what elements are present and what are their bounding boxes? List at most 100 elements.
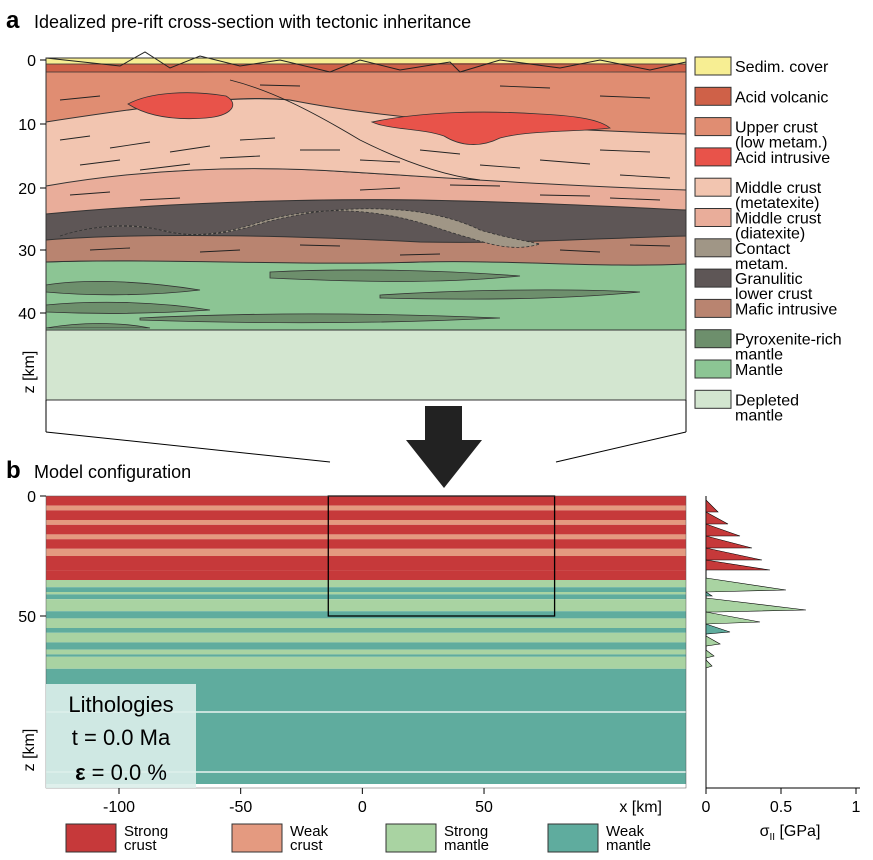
panel-b-x-tick: 50 [475, 799, 493, 816]
model-layer-strong-mantle [46, 632, 686, 643]
model-layer-weak-mantle [46, 654, 686, 657]
model-layer-weak-crust [46, 534, 686, 540]
panel-a-cross-section [45, 51, 687, 401]
panel-b-letter: b [6, 457, 21, 484]
legend-a-item: Mantle [694, 359, 783, 379]
panel-b-y-tick: 0 [27, 489, 36, 506]
stress-profile [705, 499, 807, 669]
legend-a-item: Acid intrusive [694, 147, 830, 167]
panel-a-y-tick: 30 [18, 243, 36, 260]
down-arrow-icon [406, 406, 482, 488]
legend-b-label: Weak [606, 823, 645, 840]
legend-a-label: Mantle [735, 362, 783, 379]
model-layer-strong-mantle [46, 599, 686, 612]
panel-a-y-axis: 0 10 20 30 40 z [km] [18, 53, 46, 393]
model-layer-strong-crust [46, 510, 686, 520]
legend-a-label: mantle [735, 347, 783, 364]
legend-a-swatch [694, 117, 732, 137]
legend-a-swatch [694, 177, 732, 197]
model-layer-weak-crust [46, 548, 686, 556]
legend-a-item: Sedim. cover [694, 56, 829, 76]
model-layer-strong-crust [46, 556, 686, 571]
legend-a-swatch [694, 329, 732, 349]
panel-a-legend: Sedim. cover Acid volcanic Upper crust(low… [694, 56, 842, 424]
legend-a-swatch [694, 298, 732, 318]
sigma-subscript: II [769, 832, 775, 843]
legend-b-label: mantle [444, 837, 489, 854]
model-layer-weak-crust [46, 505, 686, 511]
panel-b: b Model configuration Lithologies t = 0.… [6, 457, 861, 854]
legend-a-swatch [694, 359, 732, 379]
model-layer-strong-crust [46, 539, 686, 549]
legend-a-label: Middle crust [735, 211, 822, 228]
legend-a-label: Pyroxenite-rich [735, 332, 842, 349]
legend-a-swatch [694, 147, 732, 167]
model-layer-weak-mantle [46, 628, 686, 633]
sigma-symbol: σ [760, 823, 770, 840]
panel-b-y-tick: 50 [18, 609, 36, 626]
panel-b-y-axis-label: z [km] [21, 729, 38, 772]
legend-b-label: Weak [290, 823, 329, 840]
legend-a-swatch [694, 56, 732, 76]
legend-a-item: Mafic intrusive [694, 298, 837, 318]
legend-b-label: mantle [606, 837, 651, 854]
panel-b-title: Model configuration [34, 462, 191, 482]
info-strain: ε = 0.0 % [75, 760, 167, 785]
epsilon-symbol: ε [75, 760, 86, 785]
legend-a-label: Acid volcanic [735, 89, 828, 106]
model-layer-weak-mantle [46, 594, 686, 600]
panel-a-y-tick: 0 [27, 53, 36, 70]
legend-a-swatch [694, 208, 732, 227]
panel-b-x-tick: -100 [103, 799, 135, 816]
legend-a-label: Upper crust [735, 120, 818, 137]
info-lithologies: Lithologies [68, 692, 173, 717]
zoom-connector [45, 400, 687, 488]
legend-b-swatch [65, 823, 117, 853]
info-box: Lithologies t = 0.0 Ma ε = 0.0 % [46, 684, 196, 788]
model-layer-strong-crust [46, 570, 686, 580]
legend-a-label: mantle [735, 407, 783, 424]
strain-value: = 0.0 % [86, 760, 167, 785]
stress-unit: [GPa] [775, 823, 820, 840]
panel-a-y-tick: 40 [18, 306, 36, 323]
legend-a-item: Middle crust(diatexite) [694, 208, 822, 243]
model-layer-strong-mantle [46, 618, 686, 628]
legend-a-label: lower crust [735, 286, 813, 303]
legend-a-swatch [694, 268, 732, 288]
legend-a-swatch [694, 86, 732, 106]
legend-a-swatch [694, 389, 732, 409]
panel-a-y-tick: 20 [18, 181, 36, 198]
stress-panel: 0 0.5 1 σII [GPa] [702, 496, 861, 843]
panel-b-x-tick: -50 [229, 799, 252, 816]
legend-a-label: (metatexite) [735, 195, 819, 212]
panel-a-y-tick: 10 [18, 117, 36, 134]
model-layer-strong-crust [46, 524, 686, 535]
legend-b-label: crust [290, 837, 323, 854]
model-layer-weak-mantle [46, 611, 686, 619]
stress-x-tick: 0 [702, 799, 711, 816]
legend-b-swatch [385, 823, 437, 853]
model-layer-weak-mantle [46, 587, 686, 592]
model-layer-strong-mantle [46, 649, 686, 655]
legend-a-label: Depleted [735, 392, 799, 409]
legend-a-item: Upper crust(low metam.) [694, 117, 827, 152]
info-time: t = 0.0 Ma [72, 725, 171, 750]
model-layer-weak-crust [46, 520, 686, 525]
legend-b-swatch [547, 823, 599, 853]
legend-a-label: (low metam.) [735, 135, 827, 152]
model-layer-strong-mantle [46, 580, 686, 588]
panel-b-x-tick: 0 [358, 799, 367, 816]
panel-a-title: Idealized pre-rift cross-section with te… [34, 12, 471, 32]
panel-b-x-axis: x [km] -100 -50 0 50 [103, 788, 662, 816]
legend-a-swatch [694, 238, 732, 258]
model-layer-strong-mantle [46, 656, 686, 669]
legend-a-label: Contact [735, 241, 791, 258]
